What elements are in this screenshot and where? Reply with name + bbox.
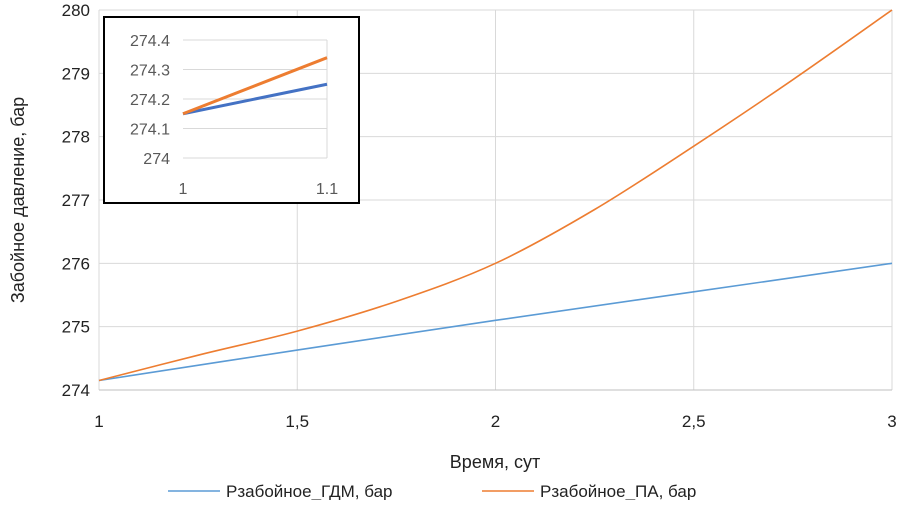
y-tick-label: 277 <box>62 191 90 210</box>
inset-y-tick-label: 274.4 <box>130 33 170 50</box>
x-axis-title: Время, сут <box>450 452 540 472</box>
legend-label: Рзабойное_ПА, бар <box>540 482 696 500</box>
inset-y-tick-label: 274 <box>143 151 170 168</box>
y-tick-label: 276 <box>62 254 90 273</box>
y-tick-label: 280 <box>62 1 90 20</box>
y-tick-label: 274 <box>62 381 90 400</box>
inset-x-tick-label: 1 <box>179 181 188 198</box>
y-tick-label: 279 <box>62 64 90 83</box>
y-tick-label: 278 <box>62 128 90 147</box>
x-tick-label: 3 <box>887 412 896 431</box>
legend-label: Рзабойное_ГДМ, бар <box>226 482 392 500</box>
x-tick-label: 1 <box>94 412 103 431</box>
inset-series-line-gdm <box>182 82 328 116</box>
inset-y-tick-label: 274.1 <box>130 122 170 139</box>
series-line-pa <box>98 9 893 382</box>
x-tick-label: 2,5 <box>682 412 706 431</box>
inset-series-line-pa <box>182 56 328 116</box>
inset-y-tick-label: 274.2 <box>130 92 170 109</box>
x-tick-label: 2 <box>491 412 500 431</box>
series-line-gdm <box>98 262 893 382</box>
inset-x-tick-label: 1.1 <box>316 181 338 198</box>
inset-y-tick-label: 274.3 <box>130 63 170 80</box>
x-tick-label: 1,5 <box>285 412 309 431</box>
y-tick-label: 275 <box>62 318 90 337</box>
y-axis-title: Забойное давление, бар <box>8 97 28 303</box>
inset-frame <box>103 16 360 204</box>
